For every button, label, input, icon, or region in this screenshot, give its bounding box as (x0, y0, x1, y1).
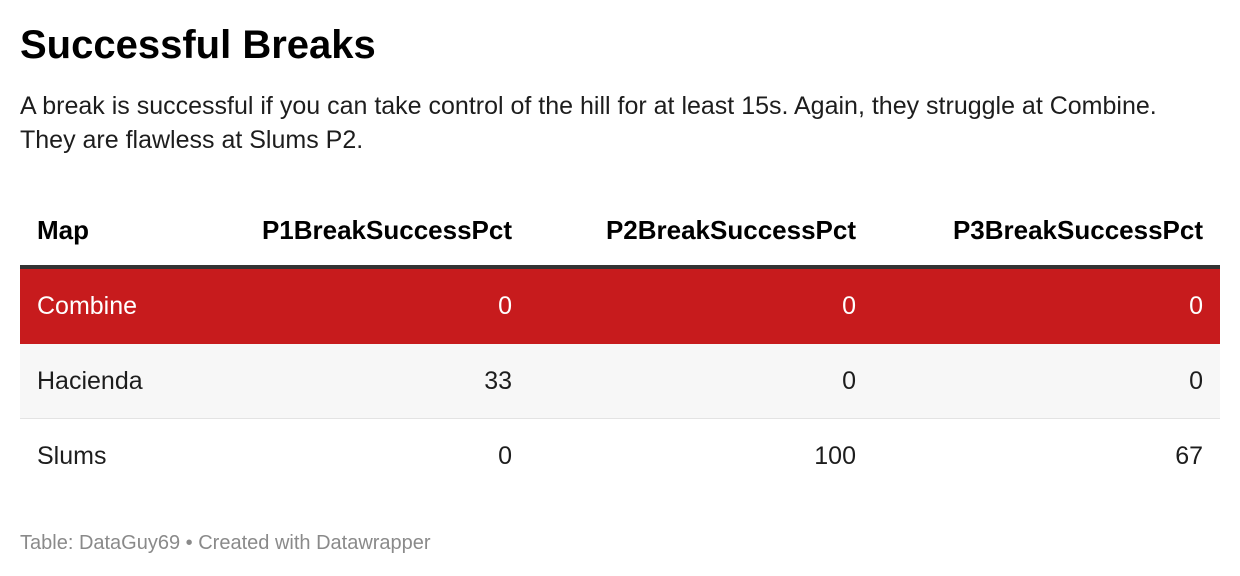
table-body: Combine 0 0 0 Hacienda 33 0 0 Slums 0 10… (20, 267, 1220, 493)
column-header-p1[interactable]: P1BreakSuccessPct (185, 195, 529, 269)
cell-map: Slums (20, 418, 185, 493)
cell-map: Hacienda (20, 343, 185, 419)
table-header: Map P1BreakSuccessPct P2BreakSuccessPct … (20, 195, 1220, 269)
cell-p2: 0 (529, 267, 873, 344)
column-header-p2[interactable]: P2BreakSuccessPct (529, 195, 873, 269)
column-header-p3[interactable]: P3BreakSuccessPct (873, 195, 1220, 269)
source-name[interactable]: DataGuy69 (78, 532, 181, 554)
credit-link[interactable]: Created with Datawrapper (198, 532, 431, 554)
table-footer: Table: DataGuy69 • Created with Datawrap… (20, 530, 431, 556)
chart-subtitle: A break is successful if you can take co… (20, 92, 1157, 154)
cell-p1: 33 (185, 343, 529, 419)
cell-p3: 0 (873, 267, 1220, 344)
footer-separator: • (180, 532, 199, 554)
cell-p3: 0 (873, 343, 1220, 419)
chart-title: Successful Breaks (20, 23, 376, 67)
cell-p2: 0 (529, 343, 873, 419)
cell-p1: 0 (185, 267, 529, 344)
table-row-hacienda: Hacienda 33 0 0 (20, 343, 1220, 419)
table-row-slums: Slums 0 100 67 (20, 418, 1220, 493)
source-label: Table: (20, 532, 79, 554)
header-row: Map P1BreakSuccessPct P2BreakSuccessPct … (20, 195, 1220, 269)
cell-p3: 67 (873, 418, 1220, 493)
data-table: Map P1BreakSuccessPct P2BreakSuccessPct … (20, 195, 1220, 493)
cell-p1: 0 (185, 418, 529, 493)
cell-p2: 100 (529, 418, 873, 493)
column-header-map[interactable]: Map (20, 195, 185, 269)
table-row-combine: Combine 0 0 0 (20, 267, 1220, 344)
cell-map: Combine (20, 267, 185, 344)
